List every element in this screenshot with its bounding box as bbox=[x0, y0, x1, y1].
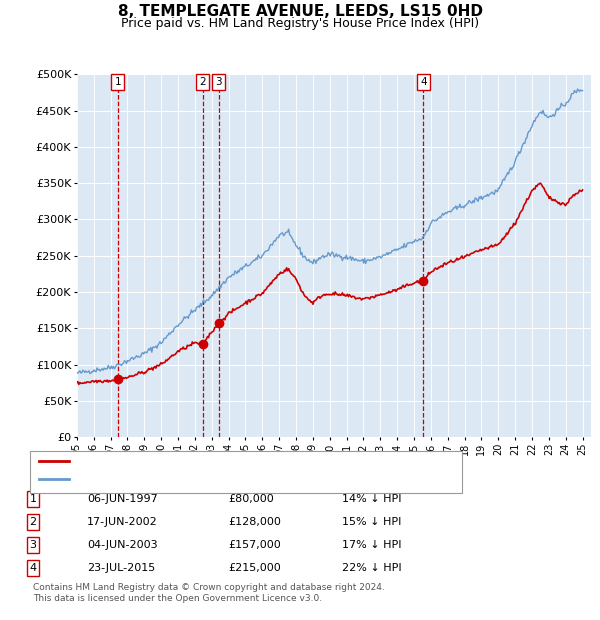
Text: 17-JUN-2002: 17-JUN-2002 bbox=[87, 517, 158, 527]
Text: 8, TEMPLEGATE AVENUE, LEEDS, LS15 0HD: 8, TEMPLEGATE AVENUE, LEEDS, LS15 0HD bbox=[118, 4, 482, 19]
Text: £80,000: £80,000 bbox=[228, 494, 274, 504]
Text: 2: 2 bbox=[29, 517, 37, 527]
Text: HPI: Average price, detached house, Leeds: HPI: Average price, detached house, Leed… bbox=[75, 474, 298, 484]
Text: 3: 3 bbox=[215, 77, 222, 87]
Text: Price paid vs. HM Land Registry's House Price Index (HPI): Price paid vs. HM Land Registry's House … bbox=[121, 17, 479, 30]
Text: 2: 2 bbox=[199, 77, 206, 87]
Text: 06-JUN-1997: 06-JUN-1997 bbox=[87, 494, 158, 504]
Text: 4: 4 bbox=[420, 77, 427, 87]
Text: 04-JUN-2003: 04-JUN-2003 bbox=[87, 540, 158, 550]
Text: 8, TEMPLEGATE AVENUE, LEEDS, LS15 0HD (detached house): 8, TEMPLEGATE AVENUE, LEEDS, LS15 0HD (d… bbox=[75, 456, 394, 466]
Text: 23-JUL-2015: 23-JUL-2015 bbox=[87, 563, 155, 573]
Text: 17% ↓ HPI: 17% ↓ HPI bbox=[342, 540, 401, 550]
Text: £157,000: £157,000 bbox=[228, 540, 281, 550]
Text: 1: 1 bbox=[29, 494, 37, 504]
Text: 22% ↓ HPI: 22% ↓ HPI bbox=[342, 563, 401, 573]
Text: 15% ↓ HPI: 15% ↓ HPI bbox=[342, 517, 401, 527]
Text: £128,000: £128,000 bbox=[228, 517, 281, 527]
Text: £215,000: £215,000 bbox=[228, 563, 281, 573]
Text: Contains HM Land Registry data © Crown copyright and database right 2024.
This d: Contains HM Land Registry data © Crown c… bbox=[33, 583, 385, 603]
Text: 14% ↓ HPI: 14% ↓ HPI bbox=[342, 494, 401, 504]
Text: 1: 1 bbox=[115, 77, 121, 87]
Text: 4: 4 bbox=[29, 563, 37, 573]
Text: 3: 3 bbox=[29, 540, 37, 550]
